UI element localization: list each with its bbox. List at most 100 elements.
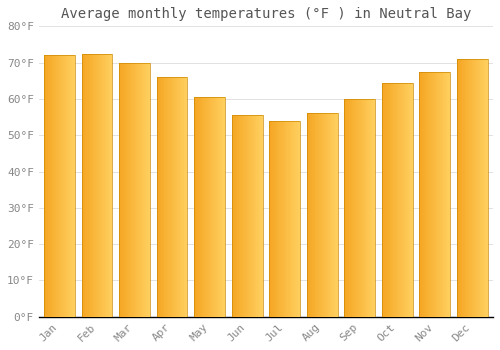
Bar xyxy=(471,59,472,317)
Bar xyxy=(483,59,484,317)
Bar xyxy=(345,99,346,317)
Bar xyxy=(322,113,323,317)
Bar xyxy=(442,72,444,317)
Bar xyxy=(464,59,466,317)
Bar xyxy=(410,83,411,317)
Bar xyxy=(286,121,287,317)
Bar xyxy=(276,121,277,317)
Bar xyxy=(430,72,431,317)
Bar xyxy=(382,83,384,317)
Bar xyxy=(354,99,355,317)
Bar xyxy=(173,77,174,317)
Bar xyxy=(436,72,437,317)
Bar xyxy=(385,83,386,317)
Bar xyxy=(296,121,297,317)
Bar xyxy=(312,113,313,317)
Bar xyxy=(344,99,345,317)
Bar xyxy=(144,63,146,317)
Bar xyxy=(310,113,312,317)
Bar xyxy=(466,59,467,317)
Bar xyxy=(273,121,274,317)
Bar xyxy=(362,99,363,317)
Bar xyxy=(159,77,160,317)
Bar xyxy=(388,83,389,317)
Bar xyxy=(349,99,350,317)
Bar xyxy=(291,121,292,317)
Bar xyxy=(424,72,425,317)
Bar xyxy=(142,63,143,317)
Bar xyxy=(127,63,128,317)
Bar xyxy=(261,115,262,317)
Bar xyxy=(246,115,247,317)
Bar xyxy=(169,77,170,317)
Bar xyxy=(353,99,354,317)
Bar xyxy=(336,113,337,317)
Bar xyxy=(409,83,410,317)
Bar xyxy=(440,72,441,317)
Bar xyxy=(140,63,141,317)
Bar xyxy=(390,83,391,317)
Bar xyxy=(128,63,129,317)
Bar xyxy=(186,77,188,317)
Bar xyxy=(84,54,86,317)
Bar xyxy=(317,113,318,317)
Bar xyxy=(391,83,392,317)
Bar xyxy=(406,83,408,317)
Bar xyxy=(290,121,291,317)
Bar xyxy=(172,77,173,317)
Bar xyxy=(344,99,375,317)
Bar xyxy=(431,72,432,317)
Bar xyxy=(308,113,309,317)
Bar xyxy=(293,121,294,317)
Bar xyxy=(103,54,104,317)
Bar xyxy=(441,72,442,317)
Bar xyxy=(245,115,246,317)
Bar xyxy=(481,59,482,317)
Bar xyxy=(129,63,130,317)
Bar xyxy=(411,83,412,317)
Bar xyxy=(96,54,97,317)
Bar xyxy=(201,97,202,317)
Bar xyxy=(470,59,471,317)
Bar xyxy=(358,99,359,317)
Bar xyxy=(162,77,163,317)
Bar xyxy=(146,63,147,317)
Bar xyxy=(175,77,176,317)
Bar xyxy=(283,121,284,317)
Bar xyxy=(364,99,365,317)
Bar xyxy=(288,121,290,317)
Bar xyxy=(467,59,468,317)
Bar xyxy=(425,72,426,317)
Bar xyxy=(384,83,385,317)
Bar xyxy=(487,59,488,317)
Bar xyxy=(195,97,196,317)
Bar xyxy=(446,72,447,317)
Bar xyxy=(64,55,65,317)
Bar xyxy=(352,99,353,317)
Bar xyxy=(484,59,486,317)
Bar xyxy=(183,77,184,317)
Bar xyxy=(280,121,281,317)
Bar xyxy=(219,97,220,317)
Bar xyxy=(472,59,473,317)
Bar xyxy=(45,55,46,317)
Bar xyxy=(373,99,374,317)
Bar xyxy=(314,113,316,317)
Bar xyxy=(318,113,319,317)
Bar xyxy=(445,72,446,317)
Bar xyxy=(74,55,75,317)
Bar xyxy=(196,97,198,317)
Bar xyxy=(404,83,405,317)
Bar xyxy=(182,77,183,317)
Bar xyxy=(106,54,107,317)
Bar xyxy=(82,54,112,317)
Bar xyxy=(392,83,394,317)
Bar xyxy=(57,55,58,317)
Bar xyxy=(477,59,478,317)
Bar xyxy=(284,121,286,317)
Bar xyxy=(216,97,218,317)
Bar xyxy=(232,115,262,317)
Bar xyxy=(110,54,111,317)
Bar xyxy=(408,83,409,317)
Bar xyxy=(156,77,188,317)
